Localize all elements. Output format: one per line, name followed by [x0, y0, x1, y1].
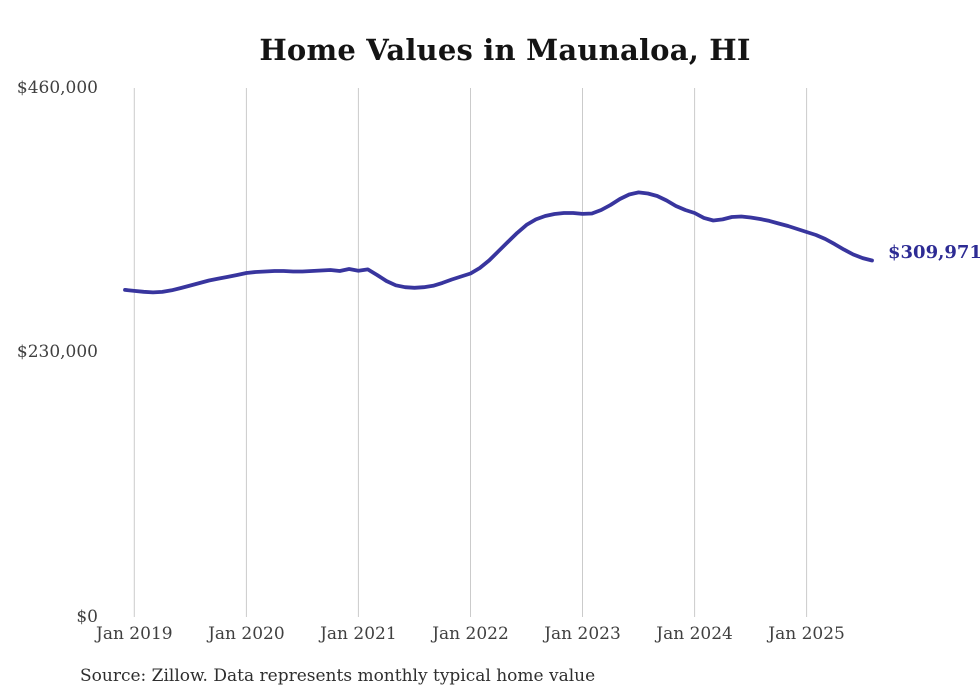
x-tick-label: Jan 2022 — [432, 624, 509, 644]
x-tick-label: Jan 2024 — [656, 624, 733, 644]
year-gridlines — [133, 88, 808, 617]
source-note: Source: Zillow. Data represents monthly … — [80, 666, 596, 686]
x-tick-label: Jan 2025 — [768, 624, 845, 644]
x-tick-label: Jan 2020 — [208, 624, 285, 644]
current-value-label: $309,971 — [888, 242, 980, 263]
y-tick-label: $230,000 — [16, 342, 98, 362]
y-tick-label: $0 — [76, 606, 98, 627]
x-tick-label: Jan 2023 — [544, 624, 621, 644]
y-tick-label: $460,000 — [16, 77, 98, 98]
x-tick-label: Jan 2021 — [320, 624, 397, 644]
chart-title: Home Values in Maunaloa, HI — [259, 33, 751, 67]
x-tick-label: Jan 2019 — [96, 624, 173, 644]
home-value-trend-line — [123, 190, 874, 295]
